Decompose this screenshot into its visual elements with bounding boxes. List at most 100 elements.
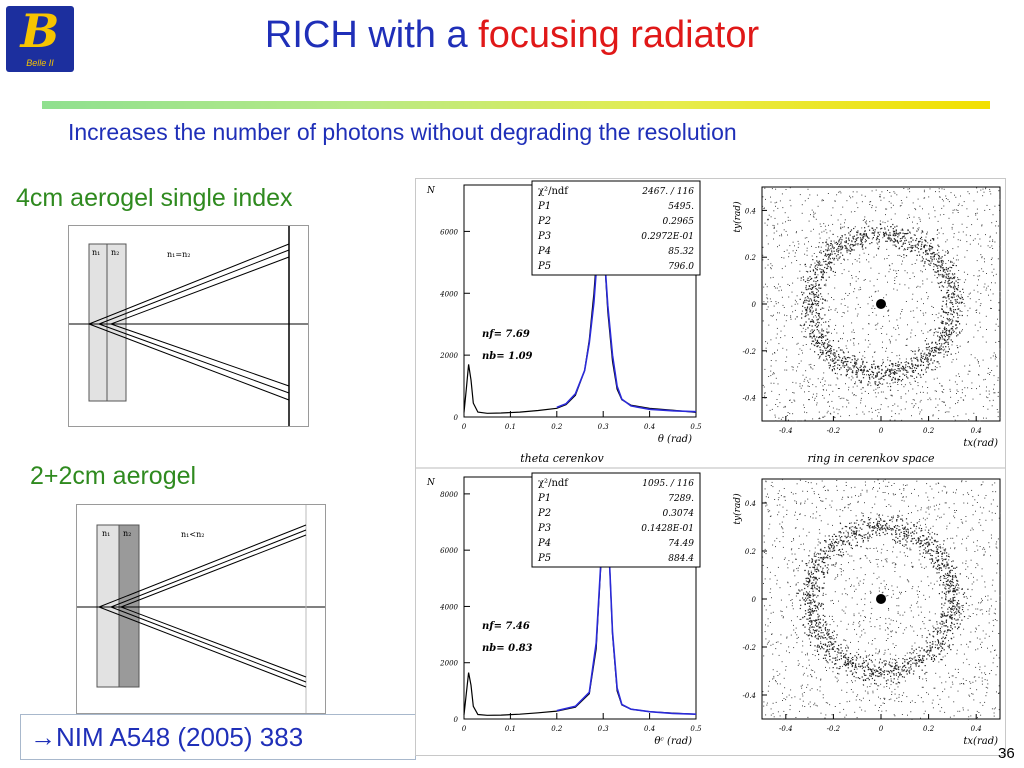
background-hit <box>975 666 977 668</box>
background-hit <box>780 610 782 612</box>
background-hit <box>971 604 973 606</box>
ring-hit <box>942 260 944 262</box>
background-hit <box>839 509 841 511</box>
ring-hit <box>857 243 859 245</box>
background-hit <box>803 543 804 545</box>
ring-hit <box>811 288 813 290</box>
ring-hit <box>937 632 939 634</box>
ring-hit <box>939 622 941 624</box>
ring-hit <box>947 314 949 316</box>
background-hit <box>975 510 976 512</box>
background-hit <box>992 248 994 249</box>
ring-hit <box>815 312 817 314</box>
background-hit <box>767 301 769 303</box>
background-hit <box>785 389 787 391</box>
ring-hit <box>954 299 956 301</box>
stats-name: P4 <box>537 246 551 257</box>
ring-hit <box>947 251 949 253</box>
ring-hit <box>893 231 895 233</box>
background-hit <box>829 405 830 407</box>
background-hit <box>856 668 858 670</box>
ring-hit <box>840 539 842 542</box>
ring-hit <box>919 553 921 555</box>
background-hit <box>864 593 866 595</box>
background-hit <box>787 412 789 413</box>
background-hit <box>774 287 776 289</box>
ring-hit <box>871 232 873 234</box>
background-hit <box>847 496 849 498</box>
background-hit <box>827 702 829 704</box>
ring-hit <box>840 237 842 239</box>
background-hit <box>808 299 810 301</box>
background-hit <box>887 648 889 650</box>
background-hit <box>841 609 843 611</box>
background-hit <box>847 399 849 401</box>
ring-hit <box>900 518 902 520</box>
ring-hit <box>802 616 804 618</box>
background-hit <box>945 585 947 587</box>
background-hit <box>770 382 772 384</box>
background-hit <box>781 289 782 291</box>
background-hit <box>990 299 992 301</box>
background-hit <box>989 236 991 238</box>
ring-hit <box>811 291 813 293</box>
background-hit <box>888 493 889 495</box>
ring-hit <box>811 329 813 331</box>
background-hit <box>792 413 794 415</box>
background-hit <box>977 362 979 364</box>
background-hit <box>838 396 840 398</box>
background-hit <box>837 679 839 681</box>
background-hit <box>840 571 842 573</box>
ring-hit <box>948 279 950 281</box>
ring-hit <box>852 370 854 372</box>
ring-hit <box>809 321 812 323</box>
background-hit <box>875 206 877 208</box>
ring-hit <box>843 366 845 368</box>
ring-hit <box>812 270 815 272</box>
ring-hit <box>924 340 926 342</box>
background-hit <box>769 409 771 411</box>
background-hit <box>933 497 935 499</box>
background-hit <box>821 200 823 202</box>
ring-hit <box>821 328 823 330</box>
ring-hit <box>937 352 939 354</box>
background-hit <box>834 274 836 276</box>
background-hit <box>977 608 979 610</box>
background-hit <box>796 370 797 372</box>
ring-hit <box>877 231 879 233</box>
background-hit <box>973 412 975 414</box>
background-hit <box>789 413 791 415</box>
ring-hit <box>825 249 827 251</box>
background-hit <box>970 715 972 717</box>
ring-hit <box>885 530 887 532</box>
ring-hit <box>898 232 900 234</box>
background-hit <box>784 212 786 214</box>
background-hit <box>896 620 897 622</box>
background-hit <box>926 338 928 339</box>
background-hit <box>943 584 945 586</box>
ring-hit <box>962 298 964 300</box>
ring-hit <box>952 276 955 279</box>
ring-hit <box>810 572 812 574</box>
background-hit <box>915 505 917 507</box>
background-hit <box>779 673 781 675</box>
background-hit <box>770 263 772 265</box>
background-hit <box>866 374 868 376</box>
background-hit <box>848 402 850 404</box>
background-hit <box>985 495 987 496</box>
background-hit <box>897 405 899 407</box>
ring-hit <box>960 613 962 615</box>
background-hit <box>879 651 880 653</box>
background-hit <box>768 324 770 326</box>
background-hit <box>764 393 766 395</box>
background-hit <box>847 497 849 498</box>
ring-hit <box>947 574 949 576</box>
background-hit <box>900 622 902 624</box>
ring-hit <box>954 567 956 569</box>
background-hit <box>937 317 939 319</box>
background-hit <box>851 555 853 557</box>
background-hit <box>938 508 940 510</box>
background-hit <box>911 700 913 702</box>
ring-hit <box>937 640 939 642</box>
background-hit <box>796 616 798 618</box>
